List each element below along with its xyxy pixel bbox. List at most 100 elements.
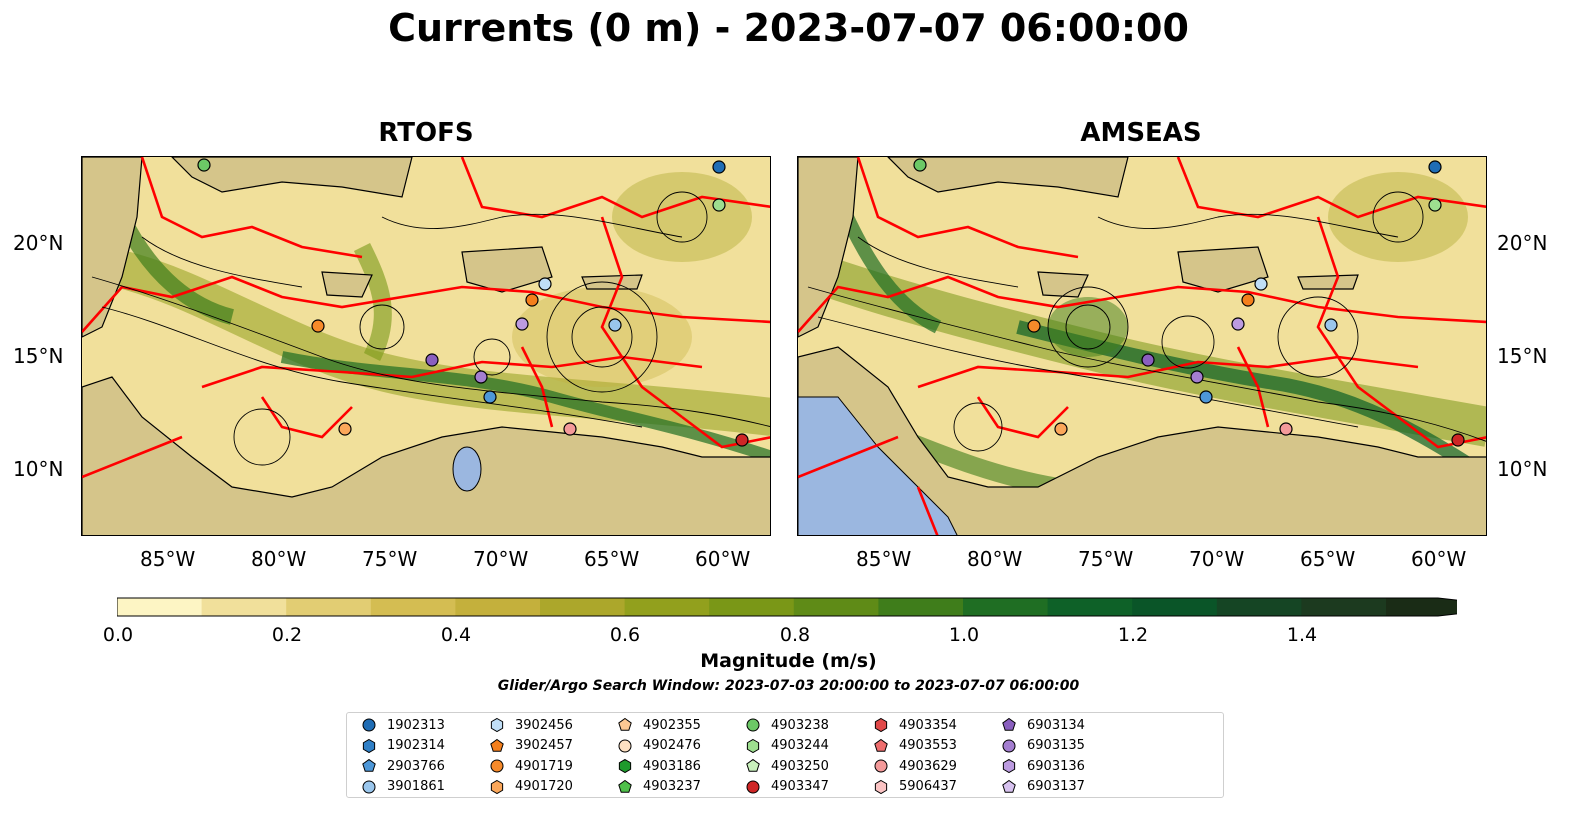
- search-window-caption: Glider/Argo Search Window: 2023-07-03 20…: [497, 678, 1080, 694]
- lon-tick-amseas: 70°W: [1189, 547, 1245, 571]
- figure-title: Currents (0 m) - 2023-07-07 06:00:00: [388, 6, 1189, 50]
- legend-marker-icon: [874, 717, 888, 733]
- float-4903347[interactable]: [735, 433, 749, 447]
- legend-label: 6903136: [1027, 758, 1085, 774]
- colorbar-segment: [286, 598, 372, 616]
- land-hispaniola: [461, 246, 553, 293]
- streamlines: [807, 191, 1486, 452]
- legend-item: 3901861: [361, 777, 445, 797]
- colorbar-segment: [1132, 598, 1218, 616]
- legend-item: 4902476: [617, 736, 701, 756]
- colorbar: [117, 597, 1457, 617]
- float-4901719[interactable]: [311, 319, 325, 333]
- colorbar-segment: [1216, 598, 1302, 616]
- legend-label: 4902355: [643, 717, 701, 733]
- float-6903134[interactable]: [1141, 353, 1155, 367]
- eez-boundaries: [82, 157, 770, 479]
- float-4901720[interactable]: [338, 422, 352, 436]
- colorbar-tick: 0.8: [779, 624, 811, 646]
- float-4901719[interactable]: [1027, 319, 1041, 333]
- map-rtofs-svg: [82, 157, 770, 535]
- legend-marker-icon: [490, 717, 504, 733]
- float-4903238[interactable]: [913, 158, 927, 172]
- legend-label: 4901720: [515, 779, 573, 794]
- legend-marker-icon: [490, 738, 504, 752]
- float-1902313[interactable]: [1428, 160, 1442, 174]
- legend-label: 3902456: [515, 717, 573, 733]
- legend-label: 6903135: [1027, 738, 1085, 753]
- legend-marker-icon: [362, 780, 376, 793]
- float-markers: [197, 158, 749, 447]
- legend-marker-icon: [1002, 779, 1016, 793]
- lon-tick-rtofs: 65°W: [584, 547, 640, 571]
- legend-item: 3902457: [489, 736, 573, 756]
- float-markers: [913, 158, 1465, 447]
- float-6903134[interactable]: [425, 353, 439, 367]
- streamlines: [91, 191, 770, 466]
- float-6903135[interactable]: [1190, 370, 1204, 384]
- float-4903238[interactable]: [197, 158, 211, 172]
- float-4903347[interactable]: [1451, 433, 1465, 447]
- legend-marker-icon: [746, 758, 760, 772]
- lon-tick-amseas: 65°W: [1300, 547, 1356, 571]
- eddy: [1328, 172, 1468, 262]
- legend-label: 4903250: [771, 758, 829, 774]
- land-yucatan: [798, 157, 859, 338]
- float-4903629[interactable]: [563, 422, 577, 436]
- colorbar-outline: [117, 597, 1457, 617]
- float-3902456[interactable]: [538, 277, 552, 291]
- float-4903244[interactable]: [1428, 198, 1442, 212]
- float-6903136[interactable]: [1231, 317, 1245, 331]
- float-3902457[interactable]: [525, 293, 539, 307]
- float-3902457[interactable]: [1241, 293, 1255, 307]
- legend-marker-icon: [362, 758, 376, 772]
- colorbar-tick: 1.2: [1117, 624, 1149, 646]
- float-3901861[interactable]: [1324, 318, 1338, 332]
- map-panel-rtofs[interactable]: [81, 156, 771, 536]
- float-1902313[interactable]: [712, 160, 726, 174]
- colorbar-tick: 0.4: [440, 624, 472, 646]
- float-6903136[interactable]: [515, 317, 529, 331]
- legend-marker-icon: [874, 738, 888, 752]
- legend-item: 3902456: [489, 715, 573, 735]
- colorbar-segment: [624, 598, 710, 616]
- float-6903135[interactable]: [474, 370, 488, 384]
- legend-item: 2903766: [361, 756, 445, 776]
- colorbar-segment: [878, 598, 964, 616]
- legend-item: 4901720: [489, 777, 573, 797]
- eddy: [612, 172, 752, 262]
- legend-item: 4903250: [745, 756, 829, 776]
- float-4903629[interactable]: [1279, 422, 1293, 436]
- legend-label: 4903354: [899, 717, 957, 733]
- lake-maracaibo: [452, 446, 482, 492]
- land-central-south-america: [82, 376, 770, 535]
- legend-marker-icon: [362, 718, 376, 732]
- legend-item: 4901719: [489, 756, 573, 776]
- land-jamaica: [321, 271, 373, 298]
- legend-item: 4903238: [745, 715, 829, 735]
- eez-boundaries: [798, 157, 1486, 535]
- colorbar-segment: [370, 598, 456, 616]
- land-puerto-rico: [581, 274, 643, 290]
- legend-marker-icon: [874, 779, 888, 794]
- float-4901720[interactable]: [1054, 422, 1068, 436]
- float-4903244[interactable]: [712, 198, 726, 212]
- float-3902456[interactable]: [1254, 277, 1268, 291]
- land-puerto-rico: [1297, 274, 1359, 290]
- lat-tick-left: 10°N: [13, 457, 64, 481]
- legend-label: 3902457: [515, 738, 573, 753]
- float-2903766[interactable]: [483, 390, 497, 404]
- lon-tick-rtofs: 85°W: [140, 547, 196, 571]
- float-3901861[interactable]: [608, 318, 622, 332]
- colorbar-segment: [117, 598, 203, 616]
- legend-marker-icon: [490, 779, 504, 794]
- lon-tick-amseas: 85°W: [856, 547, 912, 571]
- colorbar-tick: 1.0: [948, 624, 980, 646]
- colorbar-tick: 0.2: [271, 624, 303, 646]
- legend-label: 4901719: [515, 758, 573, 774]
- legend-label: 4903237: [643, 779, 701, 794]
- colorbar-segment: [1047, 598, 1133, 616]
- map-panel-amseas[interactable]: [797, 156, 1487, 536]
- lon-tick-rtofs: 75°W: [362, 547, 418, 571]
- float-2903766[interactable]: [1199, 390, 1213, 404]
